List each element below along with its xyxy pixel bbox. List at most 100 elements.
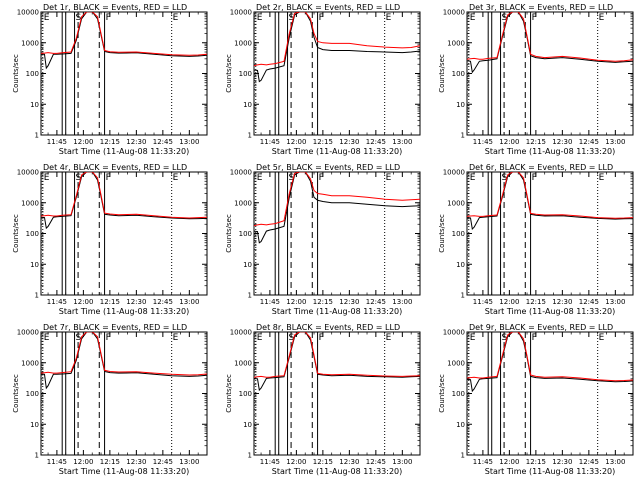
y-tick-label: 10: [243, 261, 252, 269]
chart-panel-det-7: 1 10 100 1000 10000 11:45 12:00 12:15 12:30 12:45…: [0, 320, 213, 480]
y-axis-label: Counts/sec: [12, 374, 20, 413]
x-tick-label: 13:00: [179, 298, 199, 306]
y-tick-label: 10000: [230, 329, 252, 337]
event-marker-label: E: [257, 333, 263, 343]
chart-title: Det 9r, BLACK = Events, RED = LLD: [469, 323, 613, 332]
x-tick-label: 13:00: [605, 458, 625, 466]
x-axis-label: Start Time (11-Aug-08 11:33:20): [485, 307, 616, 316]
y-axis-label: Counts/sec: [225, 214, 233, 253]
y-tick-label: 1: [461, 452, 465, 460]
chart-panel-det-9: 1 10 100 1000 10000 11:45 12:00 12:15 12:30 12:45…: [426, 320, 639, 480]
x-tick-label: 12:00: [286, 298, 306, 306]
chart-panel-det-3: 1 10 100 1000 10000 11:45 12:00 12:15 12:30 12:45…: [426, 0, 639, 160]
series-events-line: [41, 12, 207, 70]
event-marker-label: F: [532, 333, 537, 343]
x-tick-label: 12:00: [499, 138, 519, 146]
series-events-line: [467, 172, 633, 231]
y-tick-label: 1000: [234, 39, 252, 47]
y-tick-label: 10000: [17, 329, 39, 337]
y-axis-label: Counts/sec: [225, 54, 233, 93]
event-marker-label: E: [257, 13, 263, 23]
y-tick-label: 10: [30, 421, 39, 429]
x-axis-label: Start Time (11-Aug-08 11:33:20): [485, 467, 616, 476]
y-tick-label: 1000: [21, 359, 39, 367]
y-tick-label: 100: [239, 230, 252, 238]
x-tick-label: 13:00: [392, 138, 412, 146]
x-tick-label: 11:45: [473, 298, 493, 306]
chart-title: Det 3r, BLACK = Events, RED = LLD: [469, 3, 613, 12]
series-events-line: [254, 332, 420, 392]
y-tick-label: 100: [26, 390, 39, 398]
x-tick-label: 12:30: [339, 138, 359, 146]
y-tick-label: 10: [243, 421, 252, 429]
x-tick-label: 11:45: [473, 458, 493, 466]
x-tick-label: 12:45: [153, 298, 173, 306]
y-tick-label: 10000: [443, 169, 465, 177]
x-tick-label: 12:15: [526, 138, 546, 146]
event-marker-label: E: [44, 173, 50, 183]
event-marker-label: F: [106, 333, 111, 343]
series-lld-line: [254, 12, 420, 67]
y-tick-label: 1: [248, 292, 252, 300]
y-tick-label: 10000: [17, 169, 39, 177]
y-tick-label: 10: [456, 421, 465, 429]
y-tick-label: 1: [35, 132, 39, 140]
chart-title: Det 6r, BLACK = Events, RED = LLD: [469, 163, 613, 172]
x-tick-label: 12:15: [100, 298, 120, 306]
y-tick-label: 1000: [447, 39, 465, 47]
y-tick-label: 1000: [234, 359, 252, 367]
chart-title: Det 8r, BLACK = Events, RED = LLD: [256, 323, 400, 332]
series-events-line: [467, 12, 633, 74]
x-tick-label: 13:00: [605, 138, 625, 146]
event-marker-label: E: [173, 173, 179, 183]
chart-title: Det 7r, BLACK = Events, RED = LLD: [43, 323, 187, 332]
y-tick-label: 1: [461, 132, 465, 140]
event-marker-label: F: [106, 13, 111, 23]
x-tick-label: 12:45: [366, 298, 386, 306]
x-axis-label: Start Time (11-Aug-08 11:33:20): [272, 467, 403, 476]
x-tick-label: 12:45: [366, 138, 386, 146]
y-tick-label: 1000: [21, 39, 39, 47]
event-marker-label: E: [386, 13, 392, 23]
y-tick-label: 1: [248, 132, 252, 140]
x-tick-label: 12:30: [552, 298, 572, 306]
x-tick-label: 12:00: [286, 458, 306, 466]
y-tick-label: 100: [239, 70, 252, 78]
y-axis-label: Counts/sec: [12, 54, 20, 93]
series-events-line: [467, 332, 633, 393]
x-tick-label: 11:45: [260, 458, 280, 466]
chart-svg: 1 10 100 1000 10000 11:45 12:00 12:15 12:30 12:45…: [225, 323, 421, 476]
chart-panel-det-4: 1 10 100 1000 10000 11:45 12:00 12:15 12:30 12:45…: [0, 160, 213, 320]
y-axis-label: Counts/sec: [438, 374, 446, 413]
event-marker-label: F: [532, 13, 537, 23]
x-tick-label: 13:00: [179, 138, 199, 146]
x-tick-label: 12:00: [73, 138, 93, 146]
series-lld-line: [467, 12, 633, 62]
chart-panel-det-2: 1 10 100 1000 10000 11:45 12:00 12:15 12:30 12:45…: [213, 0, 426, 160]
y-tick-label: 10000: [230, 169, 252, 177]
event-marker-label: E: [386, 173, 392, 183]
x-tick-label: 11:45: [260, 298, 280, 306]
x-tick-label: 12:00: [499, 458, 519, 466]
x-axis-label: Start Time (11-Aug-08 11:33:20): [59, 307, 190, 316]
x-tick-label: 12:45: [153, 458, 173, 466]
chart-panel-det-8: 1 10 100 1000 10000 11:45 12:00 12:15 12:30 12:45…: [213, 320, 426, 480]
x-axis-label: Start Time (11-Aug-08 11:33:20): [59, 147, 190, 156]
y-tick-label: 100: [26, 230, 39, 238]
y-tick-label: 1000: [447, 359, 465, 367]
x-tick-label: 12:00: [73, 458, 93, 466]
series-lld-line: [254, 332, 420, 378]
event-marker-label: F: [319, 13, 324, 23]
series-events-line: [41, 172, 207, 230]
y-tick-label: 1: [461, 292, 465, 300]
y-axis-label: Counts/sec: [225, 374, 233, 413]
y-tick-label: 1: [35, 292, 39, 300]
event-marker-label: E: [470, 13, 476, 23]
x-tick-label: 12:45: [366, 458, 386, 466]
y-axis-label: Counts/sec: [438, 214, 446, 253]
event-marker-label: F: [319, 173, 324, 183]
x-tick-label: 11:45: [47, 138, 67, 146]
chart-title: Det 1r, BLACK = Events, RED = LLD: [43, 3, 187, 12]
chart-svg: 1 10 100 1000 10000 11:45 12:00 12:15 12:30 12:45…: [225, 3, 421, 156]
